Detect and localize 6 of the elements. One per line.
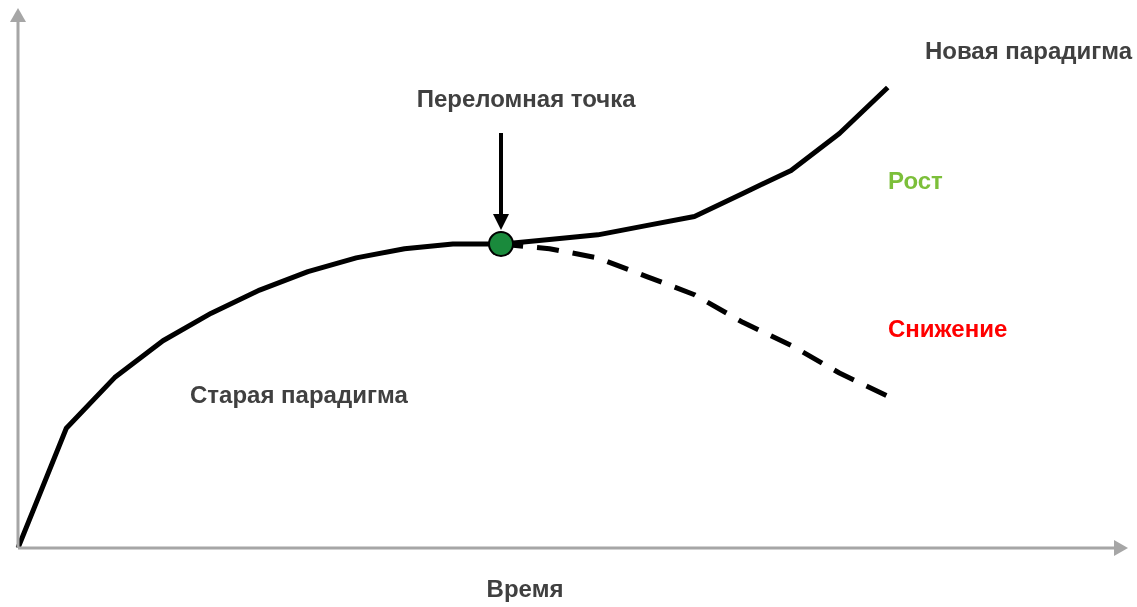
annotation: Снижение [888, 314, 1008, 342]
annotation: Переломная точка [416, 84, 637, 112]
x-axis-title: Время [486, 574, 564, 602]
text: Новая парадигма [924, 36, 1133, 64]
annotation: Старая парадигма [190, 380, 409, 408]
annotation: Рост [888, 166, 944, 194]
